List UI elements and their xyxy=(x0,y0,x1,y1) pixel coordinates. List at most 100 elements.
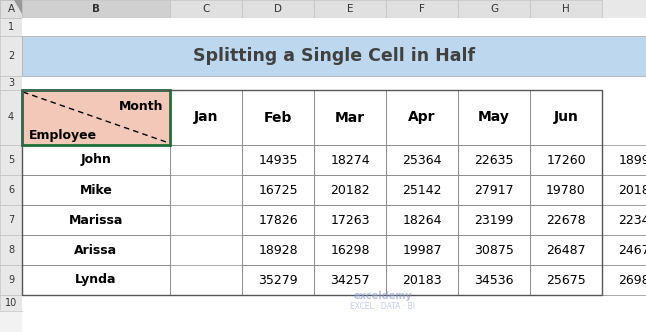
Text: 3: 3 xyxy=(8,78,14,88)
Text: 26987: 26987 xyxy=(618,274,646,287)
Bar xyxy=(458,0,530,18)
Text: 20182: 20182 xyxy=(330,184,370,197)
Text: 20188: 20188 xyxy=(618,184,646,197)
Bar xyxy=(242,90,314,145)
Bar xyxy=(170,0,242,18)
Bar xyxy=(530,205,602,235)
Bar xyxy=(458,205,530,235)
Text: Apr: Apr xyxy=(408,111,436,124)
Bar xyxy=(602,175,646,205)
Bar xyxy=(22,175,170,205)
Bar xyxy=(170,90,242,145)
Text: 18274: 18274 xyxy=(330,153,370,167)
Text: EXCEL · DATA · BI: EXCEL · DATA · BI xyxy=(351,302,415,311)
Text: May: May xyxy=(478,111,510,124)
Text: E: E xyxy=(347,4,353,14)
Bar xyxy=(242,265,314,295)
Text: John: John xyxy=(81,153,112,167)
Text: 17263: 17263 xyxy=(330,213,370,226)
Bar xyxy=(22,145,170,175)
Text: D: D xyxy=(274,4,282,14)
Text: 14935: 14935 xyxy=(258,153,298,167)
Bar xyxy=(0,18,22,36)
Bar xyxy=(458,175,530,205)
Bar xyxy=(386,265,458,295)
Bar xyxy=(386,0,458,18)
Text: Jan: Jan xyxy=(194,111,218,124)
Text: 4: 4 xyxy=(8,113,14,123)
Text: Lynda: Lynda xyxy=(75,274,117,287)
Bar xyxy=(314,0,386,18)
Text: 22678: 22678 xyxy=(546,213,586,226)
Bar xyxy=(530,0,602,18)
Text: 8: 8 xyxy=(8,245,14,255)
Bar xyxy=(22,36,646,76)
Bar xyxy=(0,36,22,76)
Bar xyxy=(22,90,170,145)
Text: 20183: 20183 xyxy=(402,274,442,287)
Text: 5: 5 xyxy=(8,155,14,165)
Bar xyxy=(0,205,22,235)
Text: 10: 10 xyxy=(5,298,17,308)
Text: 26487: 26487 xyxy=(546,243,586,257)
Text: 2: 2 xyxy=(8,51,14,61)
Text: 7: 7 xyxy=(8,215,14,225)
Bar xyxy=(242,0,314,18)
Text: 16725: 16725 xyxy=(258,184,298,197)
Text: 35279: 35279 xyxy=(258,274,298,287)
Text: 22340: 22340 xyxy=(618,213,646,226)
Text: 16298: 16298 xyxy=(330,243,370,257)
Bar xyxy=(0,235,22,265)
Bar xyxy=(242,175,314,205)
Bar xyxy=(458,235,530,265)
Text: Month: Month xyxy=(118,100,163,113)
Polygon shape xyxy=(14,0,22,14)
Bar xyxy=(314,175,386,205)
Text: Marissa: Marissa xyxy=(69,213,123,226)
Bar xyxy=(458,265,530,295)
Text: 17260: 17260 xyxy=(546,153,586,167)
Bar xyxy=(530,90,602,145)
Text: 9: 9 xyxy=(8,275,14,285)
Bar xyxy=(22,295,646,311)
Text: 24678: 24678 xyxy=(618,243,646,257)
Bar xyxy=(314,235,386,265)
Bar xyxy=(22,90,170,145)
Bar xyxy=(314,145,386,175)
Text: 27917: 27917 xyxy=(474,184,514,197)
Text: Jun: Jun xyxy=(554,111,578,124)
Bar xyxy=(22,0,170,18)
Text: 25364: 25364 xyxy=(402,153,442,167)
Bar xyxy=(22,90,602,295)
Bar xyxy=(0,295,22,311)
Bar xyxy=(602,205,646,235)
Text: H: H xyxy=(562,4,570,14)
Bar xyxy=(22,90,602,295)
Bar xyxy=(242,205,314,235)
Text: G: G xyxy=(490,4,498,14)
Bar xyxy=(386,175,458,205)
Bar xyxy=(386,145,458,175)
Bar xyxy=(0,0,646,18)
Text: 25142: 25142 xyxy=(402,184,442,197)
Text: Mike: Mike xyxy=(79,184,112,197)
Text: Employee: Employee xyxy=(29,128,97,141)
Bar xyxy=(0,0,22,18)
Bar xyxy=(22,76,646,90)
Bar xyxy=(22,18,646,36)
Bar xyxy=(602,145,646,175)
Bar xyxy=(314,205,386,235)
Bar xyxy=(22,235,170,265)
Text: 23199: 23199 xyxy=(474,213,514,226)
Bar xyxy=(530,265,602,295)
Bar xyxy=(602,265,646,295)
Text: 19780: 19780 xyxy=(546,184,586,197)
Text: 22635: 22635 xyxy=(474,153,514,167)
Text: 18928: 18928 xyxy=(258,243,298,257)
Bar xyxy=(242,235,314,265)
Text: Arissa: Arissa xyxy=(74,243,118,257)
Text: 19987: 19987 xyxy=(402,243,442,257)
Bar xyxy=(0,175,22,205)
Bar xyxy=(530,235,602,265)
Text: 34257: 34257 xyxy=(330,274,370,287)
